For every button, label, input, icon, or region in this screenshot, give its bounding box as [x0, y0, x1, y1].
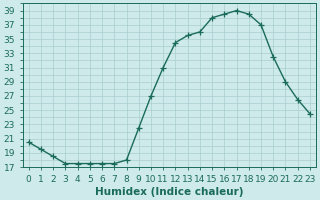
X-axis label: Humidex (Indice chaleur): Humidex (Indice chaleur) [95, 187, 244, 197]
